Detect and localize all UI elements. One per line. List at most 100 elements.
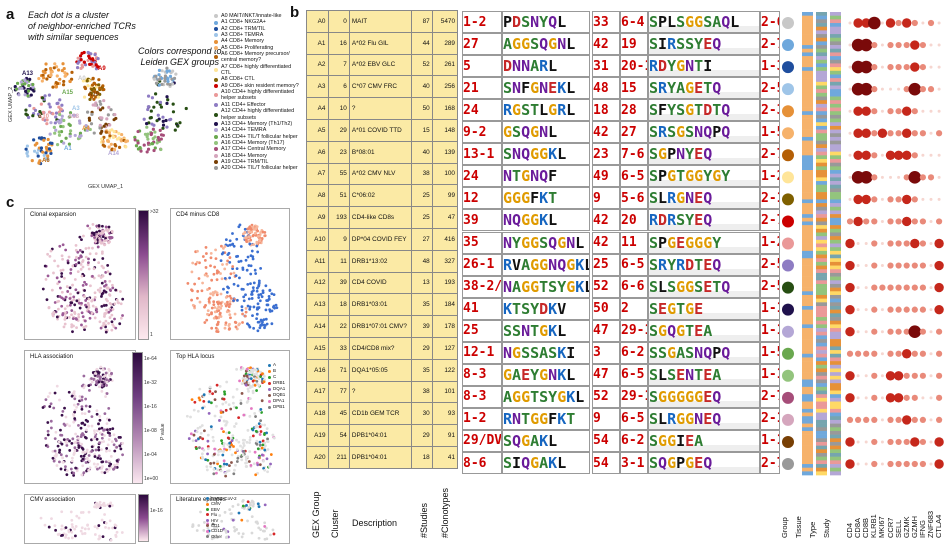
- scatter-point: [115, 459, 119, 462]
- umap-point: [49, 151, 53, 155]
- metadata-strip-cell: [830, 184, 841, 189]
- scatter-point: [231, 518, 235, 522]
- scatter-point: [229, 407, 233, 411]
- scatter-point: [226, 300, 229, 304]
- scatter-point: [261, 443, 265, 447]
- metadata-strip-cell: [830, 136, 841, 141]
- scatter-point: [97, 422, 100, 426]
- scatter-point: [60, 524, 64, 528]
- cbar-clonal-top: >32: [150, 209, 159, 215]
- scatter-point: [247, 227, 251, 231]
- umap-point: [158, 100, 163, 104]
- metadata-strip-cell: [830, 258, 841, 263]
- cdr3-alpha-logo: SNFGNEKL: [502, 77, 590, 100]
- scatter-point: [270, 309, 274, 313]
- scatter-point: [90, 424, 94, 428]
- scatter-point: [222, 287, 225, 291]
- cbar-hla-tick: 1e-08: [144, 428, 157, 434]
- umap-point: [73, 133, 77, 138]
- scatter-point: [190, 298, 193, 302]
- scatter-point: [101, 230, 104, 233]
- scatter-point: [237, 260, 241, 264]
- scatter-point: [229, 436, 233, 440]
- va-gene-label: 9-2: [462, 121, 502, 144]
- umap-point: [40, 136, 44, 140]
- expression-dot: [921, 153, 925, 157]
- scatter-point: [199, 510, 202, 514]
- umap-point: [106, 139, 111, 144]
- metadata-strip-cell: [816, 239, 827, 244]
- metadata-strip-cell: [816, 34, 827, 39]
- scatter-point: [244, 383, 248, 387]
- scatter-point: [261, 320, 264, 324]
- metadata-strip-cell: [816, 471, 827, 476]
- umap-point: [54, 111, 59, 115]
- metadata-strip-cell: [830, 453, 841, 457]
- scatter-point: [224, 238, 228, 242]
- umap-point: [101, 143, 105, 147]
- scatter-point: [249, 368, 253, 372]
- legend-item: Flu: [206, 512, 237, 517]
- alpha-len-label-text: 23: [593, 146, 609, 162]
- umap-point: [163, 76, 167, 80]
- scatter-point: [231, 395, 235, 399]
- umap-point: [37, 136, 42, 140]
- metadata-strip-cell: [830, 188, 841, 193]
- scatter-point: [114, 437, 117, 441]
- scatter-point: [211, 535, 215, 539]
- scatter-point: [97, 274, 101, 278]
- va-gene-label-text: 8-3: [463, 389, 487, 405]
- scatter-point: [256, 374, 260, 378]
- metadata-strip-cell: [802, 430, 813, 435]
- umap-point: [28, 77, 32, 81]
- scatter-point: [219, 415, 223, 419]
- scatter-point: [207, 297, 211, 301]
- scatter-point: [223, 510, 227, 514]
- metadata-strip-cell: [830, 438, 841, 443]
- umap-point: [52, 125, 56, 129]
- va-gene-label-text: 8-3: [463, 367, 487, 383]
- scatter-point: [70, 536, 74, 540]
- scatter-point: [102, 375, 106, 378]
- scatter-point: [77, 256, 81, 260]
- va-gene-label-text: 27: [463, 36, 479, 52]
- scatter-point: [100, 304, 104, 308]
- expression-dot: [911, 284, 918, 291]
- umap-point: [47, 110, 52, 114]
- va-gene-label: 5: [462, 55, 502, 78]
- scatter-point: [74, 534, 77, 538]
- umap-point: [14, 87, 19, 91]
- cdr3-alpha-logo-text: SSNTGKL: [503, 321, 567, 340]
- metadata-strip-cell: [830, 81, 841, 86]
- expression-dot: [845, 327, 855, 337]
- umap-point: [41, 117, 45, 121]
- table-cell: 122: [431, 358, 459, 382]
- scatter-point: [249, 282, 252, 286]
- expression-dot: [929, 242, 933, 245]
- scatter-point: [81, 315, 85, 319]
- scatter-point: [215, 471, 218, 475]
- umap-point: [46, 137, 50, 142]
- metadata-strip-cell: [830, 203, 841, 208]
- scatter-point: [77, 315, 81, 319]
- expression-dot: [887, 218, 894, 225]
- metadata-strip-cell: [816, 294, 827, 299]
- umap-point: [26, 94, 30, 98]
- legend-swatch: [214, 112, 218, 117]
- scatter-point: [82, 433, 85, 437]
- legend-label: C: [273, 374, 277, 379]
- scatter-point: [73, 410, 77, 414]
- metadata-strip-cell: [802, 34, 813, 39]
- expression-dot: [885, 18, 896, 28]
- metadata-strip-cell: [816, 107, 827, 112]
- scatter-point: [51, 449, 55, 453]
- umap-point: [68, 134, 72, 138]
- scatter-point: [61, 409, 65, 413]
- umap-point: [165, 66, 169, 70]
- umap-point: [58, 77, 62, 81]
- scatter-point: [272, 293, 276, 297]
- scatter-point: [80, 442, 84, 446]
- scatter-point: [244, 314, 247, 318]
- metadata-strip-cell: [816, 247, 827, 252]
- scatter-point: [249, 228, 253, 232]
